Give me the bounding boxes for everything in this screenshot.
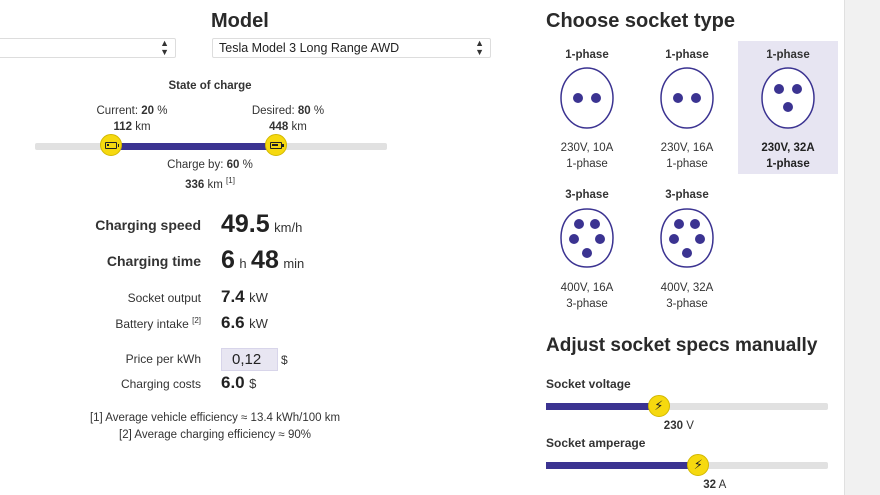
socket-phase-sub-label: 1-phase (766, 158, 810, 170)
battery-intake-label: Battery intake [2] (115, 316, 201, 331)
charging-time-label: Charging time (106, 253, 201, 269)
footnotes: [1] Average vehicle efficiency ≈ 13.4 kW… (60, 410, 370, 444)
socket-output-label: Socket output (127, 291, 201, 305)
socket-spec-label: 230V, 32A (761, 142, 815, 154)
socket-spec-label: 230V, 10A (560, 142, 614, 154)
socket-voltage-label: Socket voltage (546, 377, 631, 391)
socket-phase-label: 3-phase (565, 189, 609, 201)
socket-output-value: 7.4 kW (221, 287, 268, 306)
charging-speed-value: 49.5 km/h (221, 210, 303, 238)
socket-option-3[interactable]: 1-phase 230V, 32A 1-phase (738, 41, 838, 174)
charging-costs-label: Charging costs (120, 377, 201, 391)
socket-phase-label: 1-phase (565, 49, 609, 61)
adjust-socket-title: Adjust socket specs manually (546, 335, 818, 356)
lightning-bolt-icon: ⚡ (654, 398, 664, 413)
model-select-value: Tesla Model 3 Long Range AWD (219, 41, 400, 55)
voltage-slider-handle[interactable]: ⚡ (647, 395, 670, 417)
socket-spec-label: 400V, 16A (560, 282, 614, 294)
model-select[interactable]: Tesla Model 3 Long Range AWD ▲ ▼ (212, 38, 491, 58)
current-charge-label: Current: 20 % 112 km (96, 105, 168, 133)
socket-icon (761, 67, 815, 129)
socket-option-5[interactable]: 3-phase 400V, 32A 3-phase (637, 181, 737, 314)
voltage-slider-range (546, 403, 659, 410)
amperage-slider-range (546, 462, 699, 469)
voltage-slider-track[interactable] (546, 403, 828, 410)
socket-icon (660, 208, 714, 268)
select-arrows-icon: ▲ ▼ (475, 38, 484, 57)
desired-charge-handle[interactable] (264, 134, 287, 156)
model-title: Model (211, 10, 269, 32)
footnote-2: [2] Average charging efficiency ≈ 90% (119, 429, 311, 441)
choose-socket-title: Choose socket type (546, 10, 735, 32)
select-arrows-icon: ▲ ▼ (160, 38, 169, 57)
battery-low-icon (105, 141, 120, 149)
price-unit: $ (281, 353, 288, 367)
socket-icon (660, 67, 714, 129)
price-per-kwh-input[interactable]: 0,12 (221, 348, 278, 371)
socket-option-4[interactable]: 3-phase 400V, 16A 3-phase (537, 181, 637, 314)
footnote-1: [1] Average vehicle efficiency ≈ 13.4 kW… (89, 412, 341, 424)
socket-phase-sub-label: 1-phase (666, 158, 708, 170)
socket-phase-label: 3-phase (665, 189, 709, 201)
socket-phase-sub-label: 3-phase (566, 298, 608, 310)
lightning-bolt-icon: ⚡ (693, 457, 703, 472)
desired-charge-label: Desired: 80 % 448 km (251, 105, 325, 133)
charging-speed-label: Charging speed (95, 217, 201, 233)
price-per-kwh-label: Price per kWh (125, 352, 201, 366)
page-scrollbar[interactable] (844, 0, 880, 495)
socket-phase-label: 1-phase (665, 49, 709, 61)
socket-phase-label: 1-phase (766, 49, 810, 61)
battery-intake-value: 6.6 kW (221, 313, 268, 332)
socket-amperage-label: Socket amperage (546, 436, 646, 450)
state-of-charge-title: State of charge (168, 80, 252, 92)
charge-slider-range (111, 143, 276, 150)
socket-amperage-value: 32 A (703, 479, 727, 491)
charge-by-label: Charge by: 60 % 336 km [1] (167, 159, 253, 191)
current-charge-handle[interactable] (100, 134, 123, 156)
socket-option-2[interactable]: 1-phase 230V, 16A 1-phase (637, 41, 737, 174)
socket-phase-sub-label: 3-phase (666, 298, 708, 310)
battery-high-icon (269, 141, 284, 149)
charging-costs-value: 6.0 $ (221, 373, 257, 392)
socket-spec-label: 230V, 16A (660, 142, 714, 154)
socket-spec-label: 400V, 32A (660, 282, 714, 294)
socket-phase-sub-label: 1-phase (566, 158, 608, 170)
socket-voltage-value: 230 V (663, 420, 694, 432)
socket-option-1[interactable]: 1-phase 230V, 10A 1-phase (537, 41, 637, 174)
socket-icon (560, 67, 614, 129)
make-select[interactable]: ▲ ▼ (0, 38, 176, 58)
amperage-slider-handle[interactable]: ⚡ (687, 454, 710, 476)
charging-time-value: 6 h 48 min (221, 246, 305, 274)
socket-icon (560, 208, 614, 268)
